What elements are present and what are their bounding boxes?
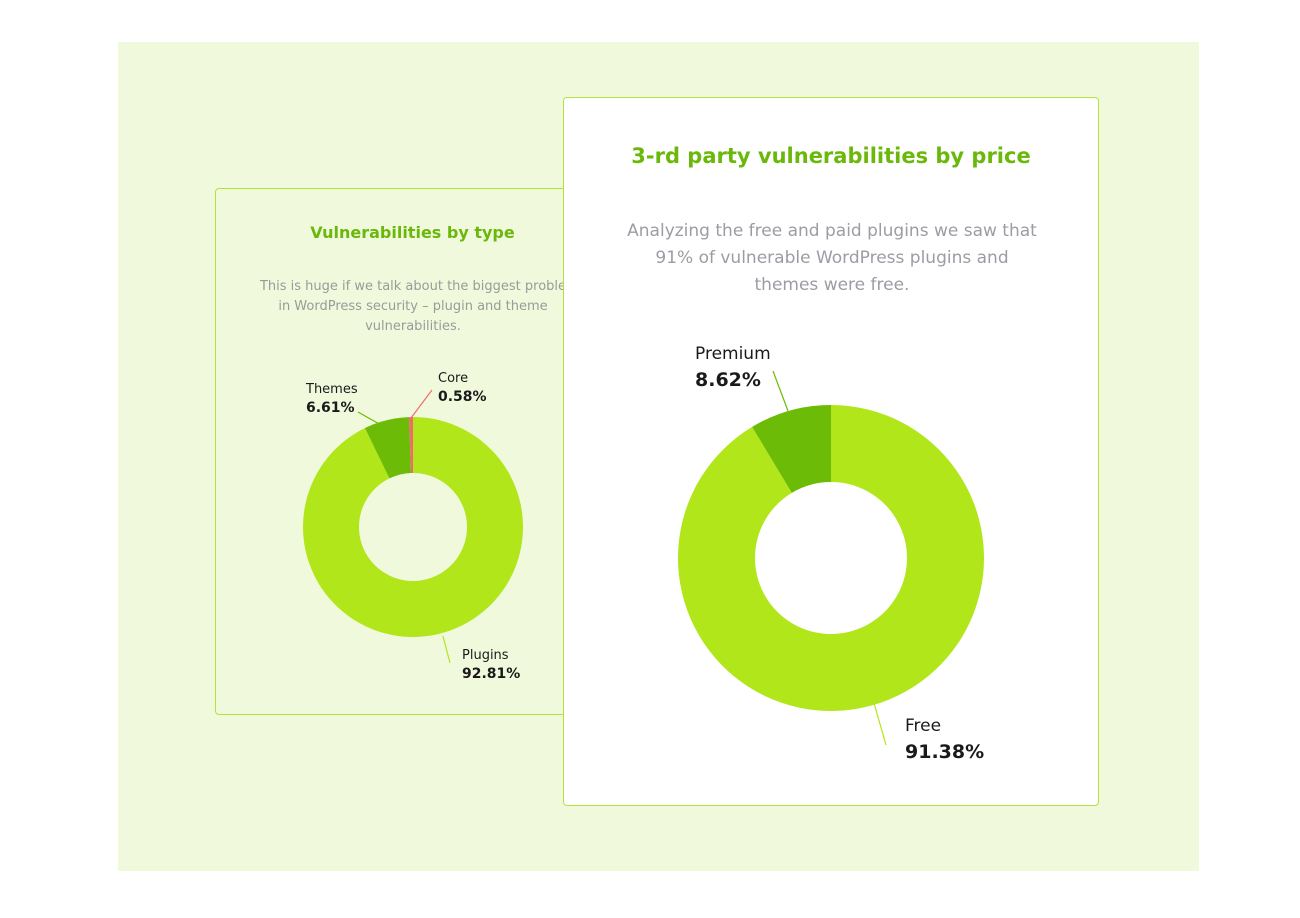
chart-title: Vulnerabilities by type xyxy=(310,223,515,242)
slice-value-premium: 8.62% xyxy=(695,369,761,391)
leader-line-core xyxy=(410,389,433,419)
slice-free xyxy=(678,405,984,711)
description-line: This is huge if we talk about the bigges… xyxy=(259,279,567,294)
vulnerabilities-by-price-card: 3-rd party vulnerabilities by price Anal… xyxy=(563,97,1099,806)
chart-title: 3-rd party vulnerabilities by price xyxy=(631,144,1031,168)
slice-label-themes: Themes xyxy=(305,382,358,397)
vulnerabilities-by-price-donut-chart: Free 91.38% Premium 8.62% xyxy=(678,344,984,763)
description-line: themes were free. xyxy=(754,275,910,295)
slice-label-premium: Premium xyxy=(695,344,771,364)
slice-value-free: 91.38% xyxy=(905,741,984,763)
leader-line-premium xyxy=(772,370,789,412)
slice-themes xyxy=(364,417,412,479)
slice-core xyxy=(408,417,413,474)
description-line: 91% of vulnerable WordPress plugins and xyxy=(655,248,1009,268)
slice-label-free: Free xyxy=(905,716,941,736)
slice-value-plugins: 92.81% xyxy=(462,666,520,682)
description-line: vulnerabilities. xyxy=(365,319,461,334)
vulnerabilities-by-type-donut-chart: Plugins 92.81% Themes 6.61% Core 0.58% xyxy=(303,371,523,682)
chart-description: Analyzing the free and paid plugins we s… xyxy=(594,218,1070,299)
slice-label-plugins: Plugins xyxy=(462,648,509,663)
slice-value-core: 0.58% xyxy=(438,389,487,405)
vulnerabilities-by-type-card: Vulnerabilities by type This is huge if … xyxy=(215,188,615,715)
slice-value-themes: 6.61% xyxy=(306,400,355,416)
leader-line-plugins xyxy=(442,635,451,664)
description-line: in WordPress security – plugin and theme xyxy=(278,299,548,314)
chart-description: This is huge if we talk about the bigges… xyxy=(238,277,588,337)
leader-line-free xyxy=(873,702,887,746)
leader-line-themes xyxy=(357,411,382,426)
slice-label-core: Core xyxy=(438,371,468,386)
slice-premium xyxy=(752,405,831,493)
slice-plugins xyxy=(303,417,523,637)
description-line: Analyzing the free and paid plugins we s… xyxy=(627,221,1037,241)
